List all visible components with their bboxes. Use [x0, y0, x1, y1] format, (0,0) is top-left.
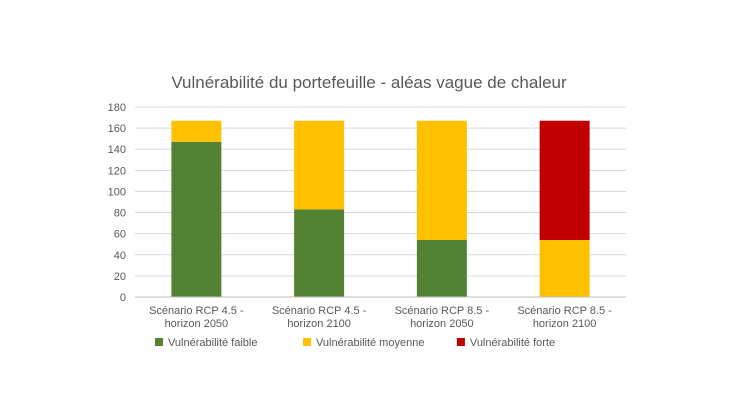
x-tick-label: Scénario RCP 8.5 - — [395, 305, 490, 317]
legend-swatch — [456, 338, 465, 346]
legend-item: Vulnérabilité moyenne — [303, 337, 424, 349]
bar-segment — [294, 209, 345, 297]
y-tick-label: 180 — [108, 102, 126, 114]
legend-swatch — [155, 338, 163, 346]
x-tick-label: horizon 2100 — [533, 318, 597, 330]
y-tick-label: 80 — [114, 208, 126, 220]
bar-segment — [539, 120, 590, 240]
x-tick-label: Scénario RCP 4.5 - — [149, 305, 244, 317]
bar-segment — [294, 120, 345, 210]
x-tick-label: Scénario RCP 8.5 - — [517, 305, 612, 317]
bar-segment — [171, 141, 222, 297]
y-tick-label: 20 — [114, 271, 126, 283]
y-tick-label: 60 — [114, 229, 126, 241]
chart-title: Vulnérabilité du portefeuille - aléas va… — [171, 73, 567, 92]
x-tick-label: horizon 2050 — [410, 318, 474, 330]
bar-segment — [171, 120, 222, 142]
legend-item: Vulnérabilité forte — [456, 337, 555, 349]
x-tick-label: horizon 2100 — [287, 318, 351, 330]
y-tick-label: 100 — [108, 186, 126, 198]
y-tick-label: 120 — [108, 165, 126, 177]
bar-segment — [416, 240, 467, 297]
bar-segment — [416, 120, 467, 240]
y-tick-label: 140 — [108, 144, 126, 156]
bar-segment — [539, 240, 590, 297]
axes: 0 20 40 60 80 100 120 140 160 180 Scénario RCP 4.5… — [108, 102, 626, 330]
legend: Vulnérabilité faible Vulnérabilité moyenn… — [155, 337, 555, 349]
legend-label: Vulnérabilité faible — [168, 337, 257, 349]
x-tick-label: horizon 2050 — [165, 318, 229, 330]
y-tick-label: 40 — [114, 250, 126, 262]
x-tick-label: Scénario RCP 4.5 - — [272, 305, 367, 317]
legend-label: Vulnérabilité moyenne — [316, 337, 424, 349]
legend-swatch — [303, 338, 311, 346]
bars — [171, 120, 590, 297]
legend-label: Vulnérabilité forte — [470, 337, 555, 349]
y-tick-label: 160 — [108, 123, 126, 135]
legend-item: Vulnérabilité faible — [155, 337, 257, 349]
y-tick-label: 0 — [120, 292, 126, 304]
